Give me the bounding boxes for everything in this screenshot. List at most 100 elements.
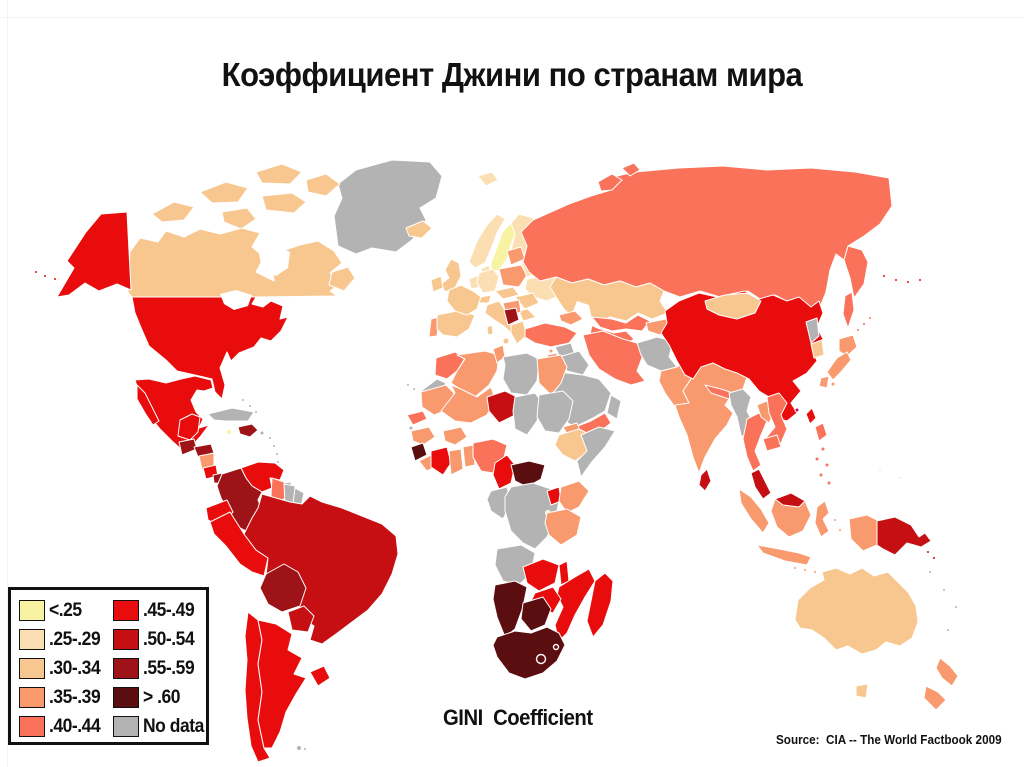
- region-alaska: [53, 277, 57, 281]
- region-greece: [510, 320, 528, 345]
- region-bahamas: [254, 410, 258, 414]
- region-cyprus: [548, 348, 554, 354]
- region-thailand: [742, 412, 768, 472]
- region-brazil: [243, 493, 399, 645]
- region-kenya: [558, 480, 590, 514]
- region-china: [660, 290, 824, 422]
- region-nz: [935, 657, 959, 687]
- map-caption: GINI Coefficient: [443, 705, 593, 730]
- legend-swatch-c2: [19, 629, 45, 650]
- region-ivorycoast: [430, 446, 452, 476]
- region-kurils: [868, 316, 872, 320]
- region-bahamas: [241, 398, 245, 402]
- region-srilanka: [698, 468, 712, 492]
- region-mongolia: [704, 292, 762, 320]
- legend-column: .45-.49 .50-.54 .55-.59 > .60 No data: [112, 596, 209, 741]
- legend-label: No data: [142, 715, 204, 737]
- region-niger: [486, 390, 518, 424]
- region-alaska: [894, 278, 898, 282]
- region-japan: [830, 381, 836, 387]
- slide-frame-line-vertical: [7, 0, 8, 767]
- region-bolivia: [259, 563, 307, 613]
- legend-label: .55-.59: [142, 657, 195, 679]
- legend-label: .30-.34: [49, 657, 101, 679]
- region-oman: [606, 394, 622, 420]
- region-senegal: [406, 410, 428, 426]
- legend-item: .25-.29: [19, 625, 105, 654]
- region-novaya: [621, 162, 641, 177]
- region-falklands: [296, 745, 302, 751]
- region-sakhalin: [842, 291, 855, 329]
- legend-swatch-c4: [19, 687, 45, 708]
- region-sierraleone: [410, 442, 428, 462]
- source-note: Source: CIA -- The World Factbook 2009: [776, 732, 1002, 747]
- region-solomon: [926, 550, 930, 554]
- region-iceland: [405, 220, 433, 239]
- region-borneo_my: [774, 492, 806, 508]
- legend-label: .25-.29: [49, 628, 101, 650]
- region-japan: [826, 351, 852, 381]
- region-antilles: [275, 452, 279, 456]
- region-alaska: [918, 278, 922, 282]
- region-nkorea: [805, 317, 820, 344]
- legend-label: > .60: [142, 686, 181, 708]
- region-togo_benin: [462, 444, 476, 468]
- region-hongkong: [794, 407, 800, 413]
- region-tanzania: [544, 508, 582, 546]
- legend-swatch-nodata: [112, 716, 139, 737]
- region-argentina: [257, 619, 307, 749]
- region-philippines: [824, 462, 830, 468]
- region-canary: [406, 383, 410, 387]
- region-romania: [514, 292, 540, 310]
- region-alaska: [56, 211, 132, 298]
- region-sudan: [536, 390, 574, 434]
- region-antilles: [276, 460, 280, 464]
- region-usa: [131, 296, 289, 400]
- region-mali: [440, 384, 496, 424]
- region-nz: [923, 685, 947, 711]
- region-canada: [328, 266, 356, 292]
- legend-item: <.25: [19, 596, 105, 625]
- region-iran: [582, 330, 646, 386]
- region-micronesia: [878, 468, 882, 472]
- region-pacific: [928, 570, 932, 574]
- region-falklands: [303, 747, 307, 751]
- legend-item: .35-.39: [19, 683, 105, 712]
- legend-item: No data: [112, 712, 209, 741]
- region-pacific: [946, 628, 950, 632]
- region-italy: [502, 337, 510, 345]
- slide-frame-line-horizontal: [0, 17, 1024, 18]
- region-jamaica: [226, 429, 232, 435]
- region-norway: [468, 213, 506, 269]
- region-kamchatka: [843, 245, 869, 299]
- region-alaska: [882, 274, 886, 278]
- legend-column: <.25 .25-.29 .30-.34 .35-.39 .40-.44: [19, 596, 105, 741]
- region-westpapua: [848, 514, 880, 552]
- region-libya: [502, 352, 540, 396]
- region-egypt: [536, 354, 568, 396]
- region-caucasus: [558, 310, 584, 326]
- legend-swatch-c7: [112, 629, 139, 650]
- region-spain: [436, 310, 476, 338]
- region-poland: [498, 264, 528, 288]
- region-canada: [127, 227, 343, 298]
- region-hispaniola: [237, 423, 259, 438]
- region-mexico: [136, 384, 160, 426]
- region-madagascar: [586, 572, 614, 638]
- region-philippines: [814, 456, 820, 462]
- region-cambodia: [762, 434, 782, 452]
- region-indonesia: [814, 500, 830, 538]
- region-canada: [199, 181, 249, 204]
- region-somalia: [576, 426, 616, 478]
- legend-label: <.25: [49, 599, 82, 621]
- region-philippines: [820, 446, 826, 452]
- region-chad: [512, 392, 542, 436]
- region-southafrica: [492, 626, 566, 680]
- swaziland-border-ring: [552, 643, 560, 651]
- region-micronesia: [898, 476, 902, 480]
- region-alaska: [34, 270, 38, 274]
- region-ghana: [448, 448, 464, 476]
- region-skorea: [810, 339, 825, 359]
